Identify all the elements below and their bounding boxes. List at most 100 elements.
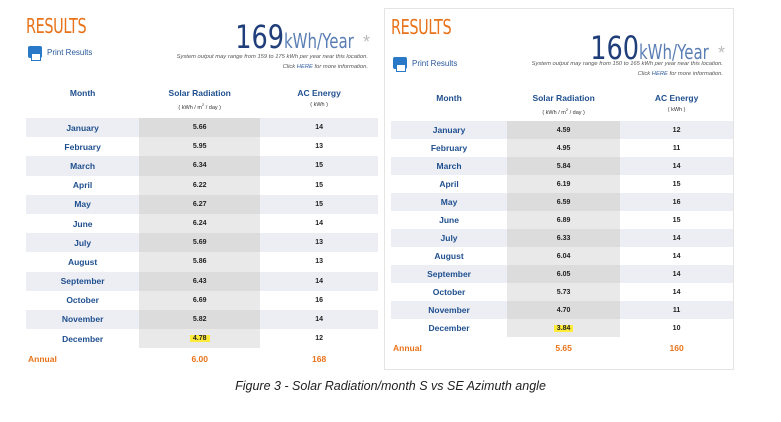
month-row: March 6.34 15	[26, 156, 378, 176]
print-results-button[interactable]: Print Results	[393, 57, 458, 72]
output-value: 169	[234, 18, 284, 56]
radiation-unit: ( kWh / m2 / day )	[508, 107, 619, 116]
energy-value: 16	[620, 193, 733, 211]
month-row: June 6.24 14	[26, 213, 378, 234]
energy-value: 14	[620, 229, 733, 247]
radiation-value: 6.22	[192, 181, 207, 189]
month-name: October	[26, 290, 140, 310]
month-row: December 4.78 12	[26, 329, 378, 349]
radiation-cell: 4.78	[139, 329, 261, 349]
month-name: February	[391, 139, 508, 157]
radiation-unit: ( kWh / m2 / day )	[140, 102, 259, 111]
month-name: March	[26, 156, 140, 176]
month-row: October 6.69 16	[26, 290, 378, 310]
annual-radiation: 5.65	[507, 337, 621, 359]
print-results-label: Print Results	[412, 58, 458, 68]
radiation-value: 6.27	[192, 200, 207, 208]
unit-sup: 2	[565, 107, 569, 112]
radiation-value: 3.84	[553, 324, 574, 332]
range-note: System output may range from 150 to 165 …	[531, 61, 723, 67]
radiation-cell: 6.43	[139, 271, 261, 291]
month-name: November	[391, 301, 508, 319]
figure-caption: Figure 3 - Solar Radiation/month S vs SE…	[235, 379, 546, 393]
radiation-cell: 6.69	[139, 290, 261, 310]
radiation-value: 4.70	[556, 306, 571, 314]
unit-post: / day )	[205, 104, 221, 111]
annual-energy: 160	[620, 337, 733, 359]
radiation-cell: 5.82	[139, 309, 261, 330]
energy-value: 16	[260, 290, 378, 310]
radiation-value: 6.43	[192, 277, 207, 285]
month-name: January	[391, 121, 508, 139]
radiation-value: 5.73	[556, 288, 571, 296]
range-note: System output may range from 159 to 175 …	[176, 54, 368, 60]
annual-energy: 168	[260, 348, 378, 371]
radiation-cell: 6.05	[507, 265, 621, 283]
energy-value: 14	[260, 309, 378, 330]
month-name: November	[26, 309, 140, 330]
radiation-cell: 5.95	[139, 137, 261, 157]
radiation-value: 5.86	[192, 258, 207, 266]
energy-value: 14	[260, 271, 378, 291]
annual-label: Annual	[26, 348, 140, 371]
energy-value: 12	[260, 329, 378, 349]
output-value: 160	[589, 29, 639, 67]
click-prefix: Click	[282, 64, 296, 70]
month-name: February	[26, 137, 140, 157]
radiation-value: 6.69	[192, 296, 207, 304]
month-name: September	[26, 271, 140, 291]
month-row: July 5.69 13	[26, 233, 378, 253]
header-row: Month Solar Radiation( kWh / m2 / day ) AC…	[391, 89, 733, 121]
month-name: July	[391, 229, 508, 247]
radiation-cell: 6.24	[139, 213, 261, 234]
radiation-cell: 3.84	[507, 319, 621, 337]
energy-value: 14	[260, 213, 378, 234]
energy-value: 11	[620, 139, 733, 157]
energy-title: AC Energy	[297, 88, 341, 98]
click-prefix: Click	[637, 71, 651, 77]
energy-value: 14	[620, 247, 733, 265]
radiation-cell: 6.59	[507, 193, 621, 211]
output-star: *	[362, 32, 370, 52]
radiation-value: 6.59	[556, 198, 571, 206]
results-title: RESULTS	[391, 15, 452, 39]
month-row: February 5.95 13	[26, 137, 378, 157]
radiation-value: 6.89	[556, 216, 571, 224]
output-note: System output may range from 159 to 175 …	[177, 52, 368, 72]
radiation-value: 5.95	[192, 143, 207, 151]
radiation-value: 6.05	[556, 270, 571, 278]
radiation-value: 6.24	[192, 220, 207, 228]
click-line: Click HERE for more information.	[177, 62, 368, 72]
month-row: January 5.66 14	[26, 118, 378, 138]
print-results-button[interactable]: Print Results	[28, 46, 92, 61]
radiation-header: Solar Radiation ( kWh / m2 / day )	[139, 84, 260, 118]
annual-output: 169kWh/Year *	[223, 18, 370, 56]
energy-value: 12	[620, 121, 733, 139]
radiation-cell: 4.95	[507, 139, 621, 157]
radiation-value: 4.59	[556, 126, 571, 134]
energy-value: 13	[260, 252, 378, 272]
more-info-link[interactable]: HERE	[296, 64, 313, 70]
month-row: June 6.89 15	[391, 211, 733, 229]
unit-post: / day )	[569, 109, 585, 116]
radiation-value: 5.84	[556, 162, 571, 170]
results-panel: RESULTS Print Results 160kWh/Year * System o…	[384, 8, 734, 370]
radiation-value: 4.78	[189, 335, 210, 343]
month-row: May 6.27 15	[26, 194, 378, 214]
month-name: May	[391, 193, 508, 211]
radiation-cell: 6.27	[139, 194, 261, 214]
click-suffix: for more information.	[669, 71, 723, 77]
more-info-link[interactable]: HERE	[651, 71, 668, 77]
annual-output: 160kWh/Year *	[578, 29, 725, 67]
month-row: November 4.70 11	[391, 301, 733, 319]
month-name: December	[391, 319, 508, 337]
energy-header: AC Energy ( kWh )	[260, 84, 378, 118]
month-name: January	[26, 118, 140, 138]
radiation-title: Solar Radiation	[532, 93, 595, 103]
radiation-value: 5.66	[192, 124, 207, 132]
month-name: December	[26, 329, 140, 349]
click-suffix: for more information.	[314, 64, 368, 70]
annual-radiation: 6.00	[139, 348, 261, 371]
energy-value: 14	[260, 118, 378, 138]
unit-pre: ( kWh / m	[178, 104, 202, 111]
